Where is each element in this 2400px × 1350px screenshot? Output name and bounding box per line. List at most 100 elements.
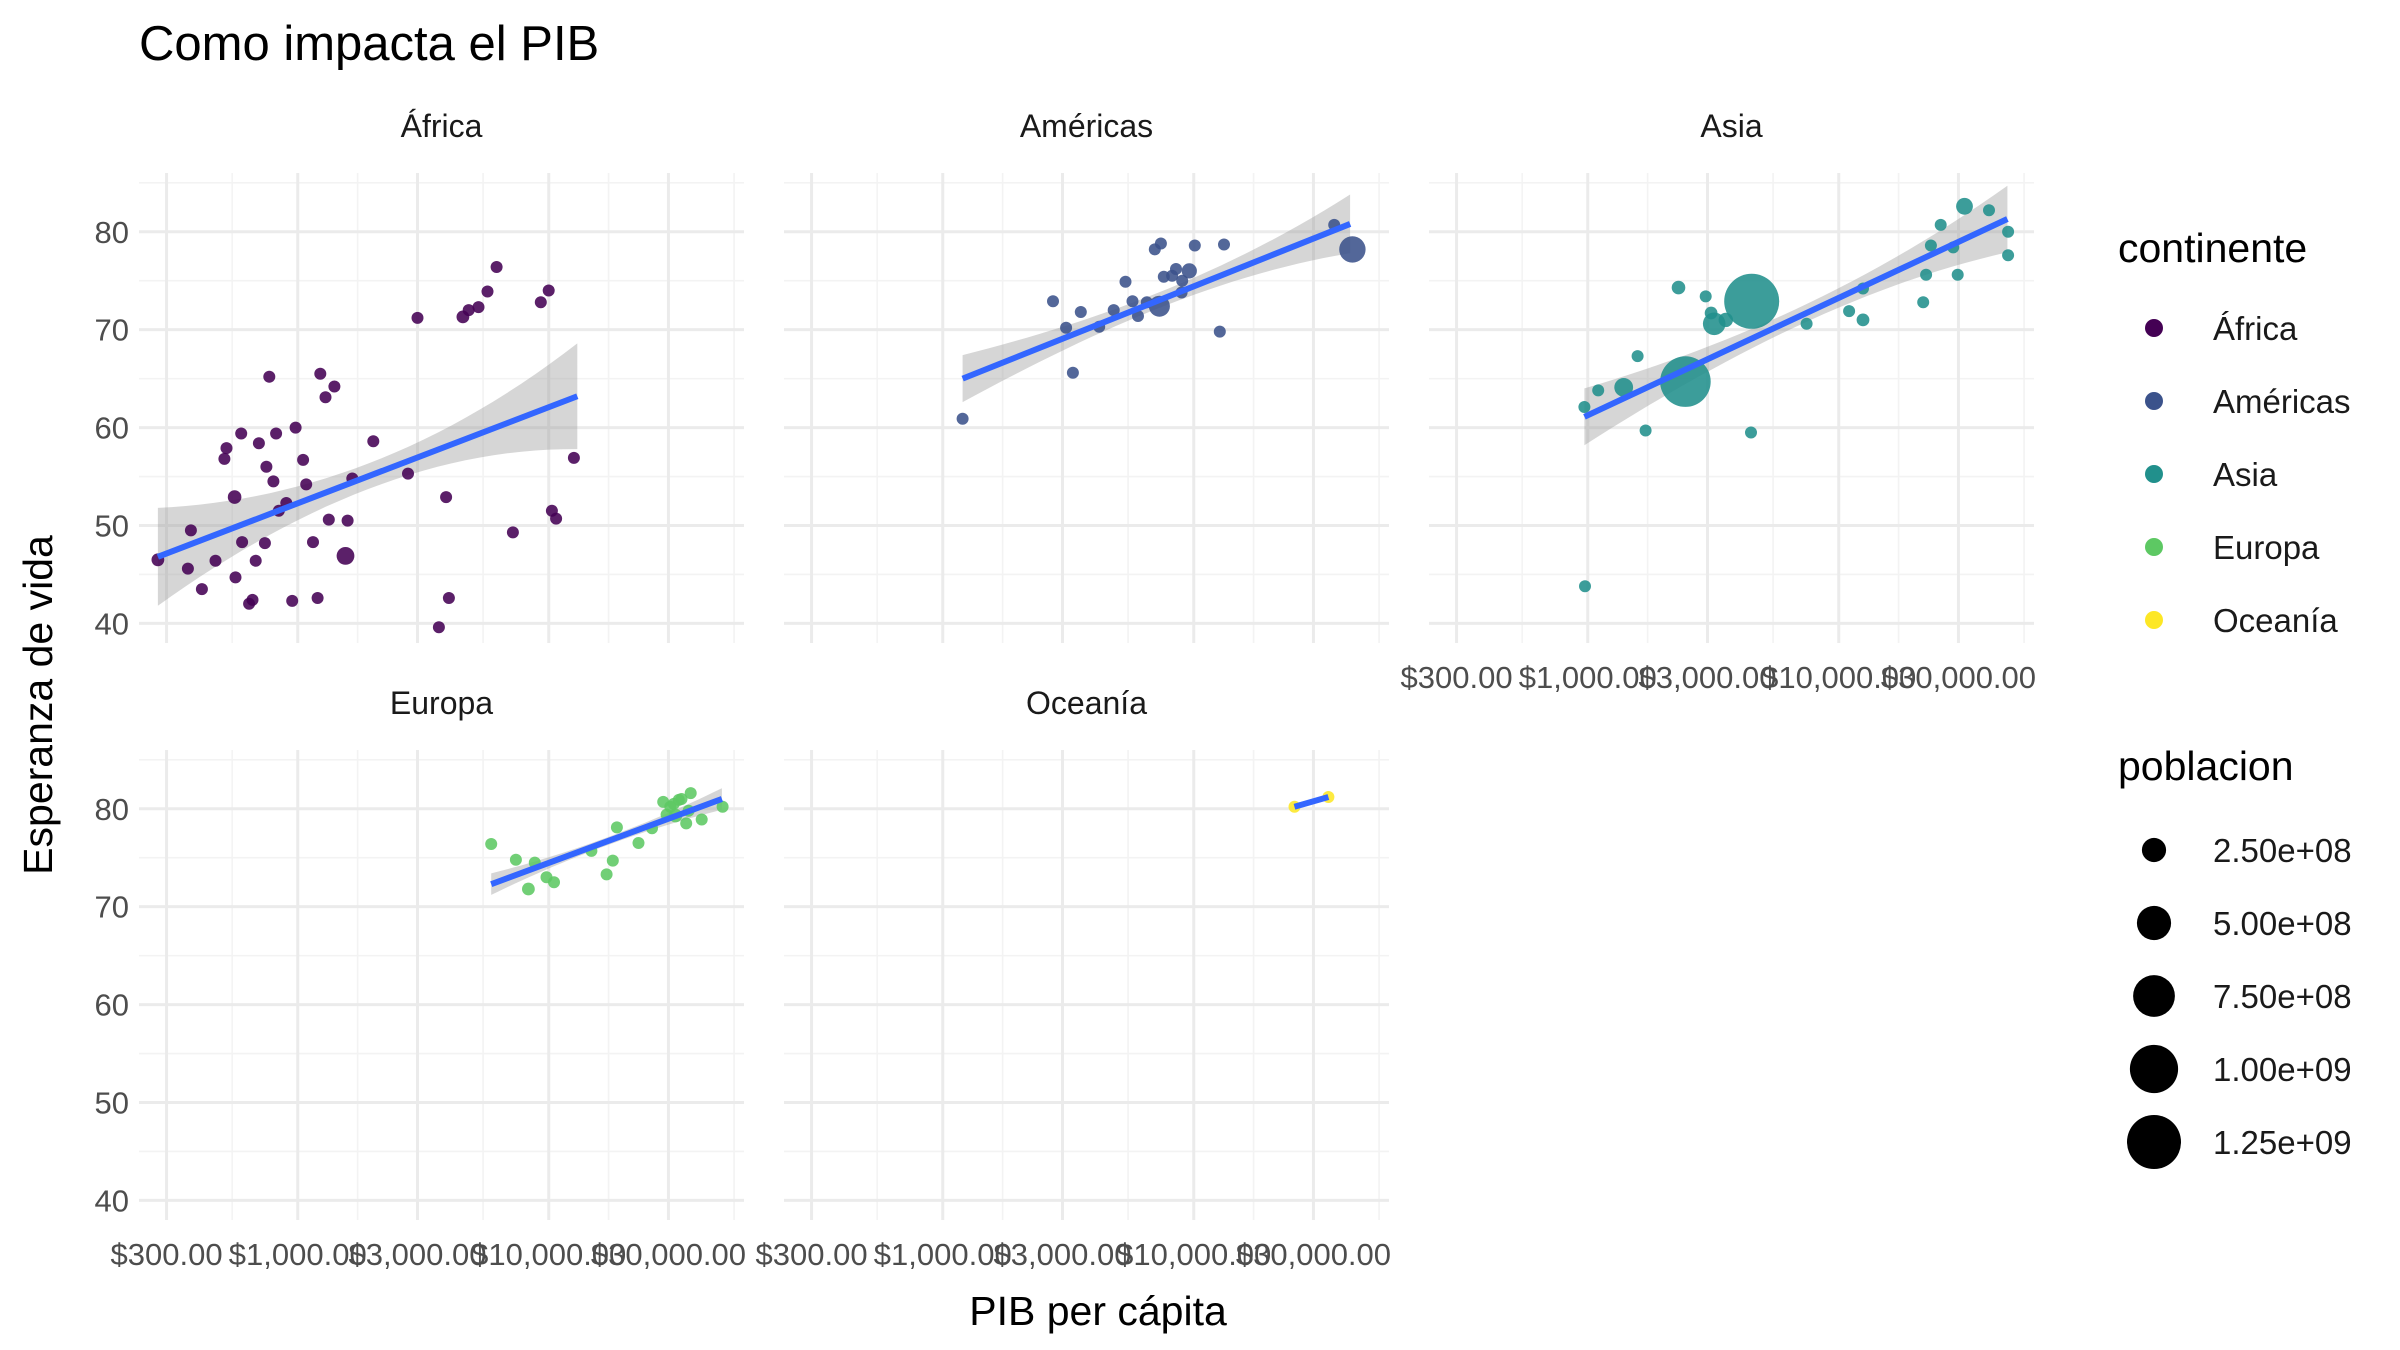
legend-size-key xyxy=(2133,975,2175,1017)
data-point xyxy=(209,554,222,567)
data-point xyxy=(440,491,453,504)
data-point xyxy=(1074,306,1087,318)
x-tick-label: $10,000.00 xyxy=(1761,660,1916,695)
y-tick-label: 40 xyxy=(95,606,129,641)
legend-color-label: Europa xyxy=(2213,529,2320,566)
legend-color-key xyxy=(2145,538,2163,556)
x-tick-label: $300.00 xyxy=(111,1237,223,1272)
x-tick-label: $10,000.00 xyxy=(1116,1237,1271,1272)
data-point xyxy=(695,813,708,826)
data-point xyxy=(2002,249,2015,262)
data-point xyxy=(341,514,354,527)
panel-5: Oceanía $300.00 $1,000.00$3,000.00$10,000.… xyxy=(756,685,1392,1272)
data-point xyxy=(506,526,519,539)
legend-color-label: África xyxy=(2213,310,2298,347)
data-point xyxy=(319,391,332,404)
y-tick-label: 60 xyxy=(95,988,129,1023)
data-point xyxy=(411,311,424,324)
x-tick-label: $1,000.00 xyxy=(874,1237,1012,1272)
data-point xyxy=(1934,218,1947,231)
fit-line xyxy=(1293,794,1330,810)
x-tick-label: $3,000.00 xyxy=(994,1237,1132,1272)
data-point xyxy=(1639,424,1652,437)
data-point xyxy=(509,853,522,866)
data-point xyxy=(289,421,302,434)
data-point xyxy=(956,412,969,425)
legend-size-label: 2.50e+08 xyxy=(2213,832,2352,869)
data-point xyxy=(1631,350,1644,363)
x-tick-label: $3,000.00 xyxy=(1639,660,1777,695)
data-point xyxy=(1176,274,1189,287)
legend-color-label: Oceanía xyxy=(2213,602,2338,639)
data-point xyxy=(270,427,283,440)
y-tick-label: 50 xyxy=(95,1086,129,1121)
data-point xyxy=(567,451,580,464)
panel-1: África 40 50 60 70 80 xyxy=(95,108,744,643)
data-point xyxy=(1983,204,1995,217)
legend-color-entries: África Américas Asia Europa Oceanía xyxy=(2145,310,2351,639)
legend-color-label: Asia xyxy=(2213,456,2278,493)
legend-color-label: Américas xyxy=(2213,383,2351,420)
data-point xyxy=(1047,295,1059,308)
fit-line xyxy=(156,393,579,560)
legend-size-entries: 2.50e+08 5.00e+08 7.50e+08 1.00e+09 1.25e+09 xyxy=(2127,832,2352,1169)
chart-title: Como impacta el PIB xyxy=(139,17,599,71)
legend-color-title: continente xyxy=(2118,225,2307,271)
data-point xyxy=(1856,313,1870,327)
data-point xyxy=(220,442,233,455)
facet-label: Asia xyxy=(1700,108,1762,144)
data-point xyxy=(1066,366,1079,379)
data-point xyxy=(684,787,697,800)
data-point xyxy=(1614,378,1634,397)
data-point xyxy=(490,261,503,273)
data-point xyxy=(1170,263,1182,275)
data-point xyxy=(235,427,248,440)
data-point xyxy=(432,621,445,634)
data-point xyxy=(550,512,563,525)
x-tick-label: $30,000.00 xyxy=(1236,1237,1391,1272)
data-point xyxy=(675,793,688,805)
data-point xyxy=(260,460,273,473)
data-point xyxy=(267,475,280,488)
data-point xyxy=(542,284,555,297)
legend-size-label: 7.50e+08 xyxy=(2213,978,2352,1015)
data-point xyxy=(227,490,242,504)
facet-label: Américas xyxy=(1020,108,1153,144)
data-point xyxy=(600,868,613,881)
data-point xyxy=(1951,268,1964,281)
legend-color-key xyxy=(2145,319,2163,337)
data-point xyxy=(218,452,231,465)
data-point xyxy=(632,837,645,849)
data-point xyxy=(680,817,693,830)
data-point xyxy=(249,554,262,567)
data-point xyxy=(1660,356,1711,407)
data-point xyxy=(263,370,276,383)
data-point xyxy=(258,537,271,550)
data-point xyxy=(1218,238,1230,251)
legend: continente África Américas Asia Europa Ocean… xyxy=(2118,225,2352,1169)
data-point xyxy=(606,854,619,867)
data-point xyxy=(236,536,249,549)
data-point xyxy=(1843,305,1856,318)
data-point xyxy=(442,592,455,604)
data-point xyxy=(1119,275,1132,288)
data-point xyxy=(534,296,547,309)
data-point xyxy=(297,453,310,466)
data-point xyxy=(485,838,498,850)
data-point xyxy=(307,536,319,549)
data-point xyxy=(1745,426,1757,439)
x-tick-label: $3,000.00 xyxy=(349,1237,487,1272)
data-point xyxy=(328,380,341,393)
data-point xyxy=(1188,239,1201,252)
data-point xyxy=(286,594,299,607)
legend-color-key xyxy=(2145,465,2163,483)
x-tick-label: $1,000.00 xyxy=(229,1237,367,1272)
legend-size-key xyxy=(2129,1044,2179,1094)
facet-label: África xyxy=(401,108,483,144)
data-point xyxy=(367,435,380,448)
data-point xyxy=(1154,237,1167,250)
fit-line xyxy=(1583,216,2009,420)
y-tick-label: 40 xyxy=(95,1183,129,1218)
data-point xyxy=(462,304,475,317)
